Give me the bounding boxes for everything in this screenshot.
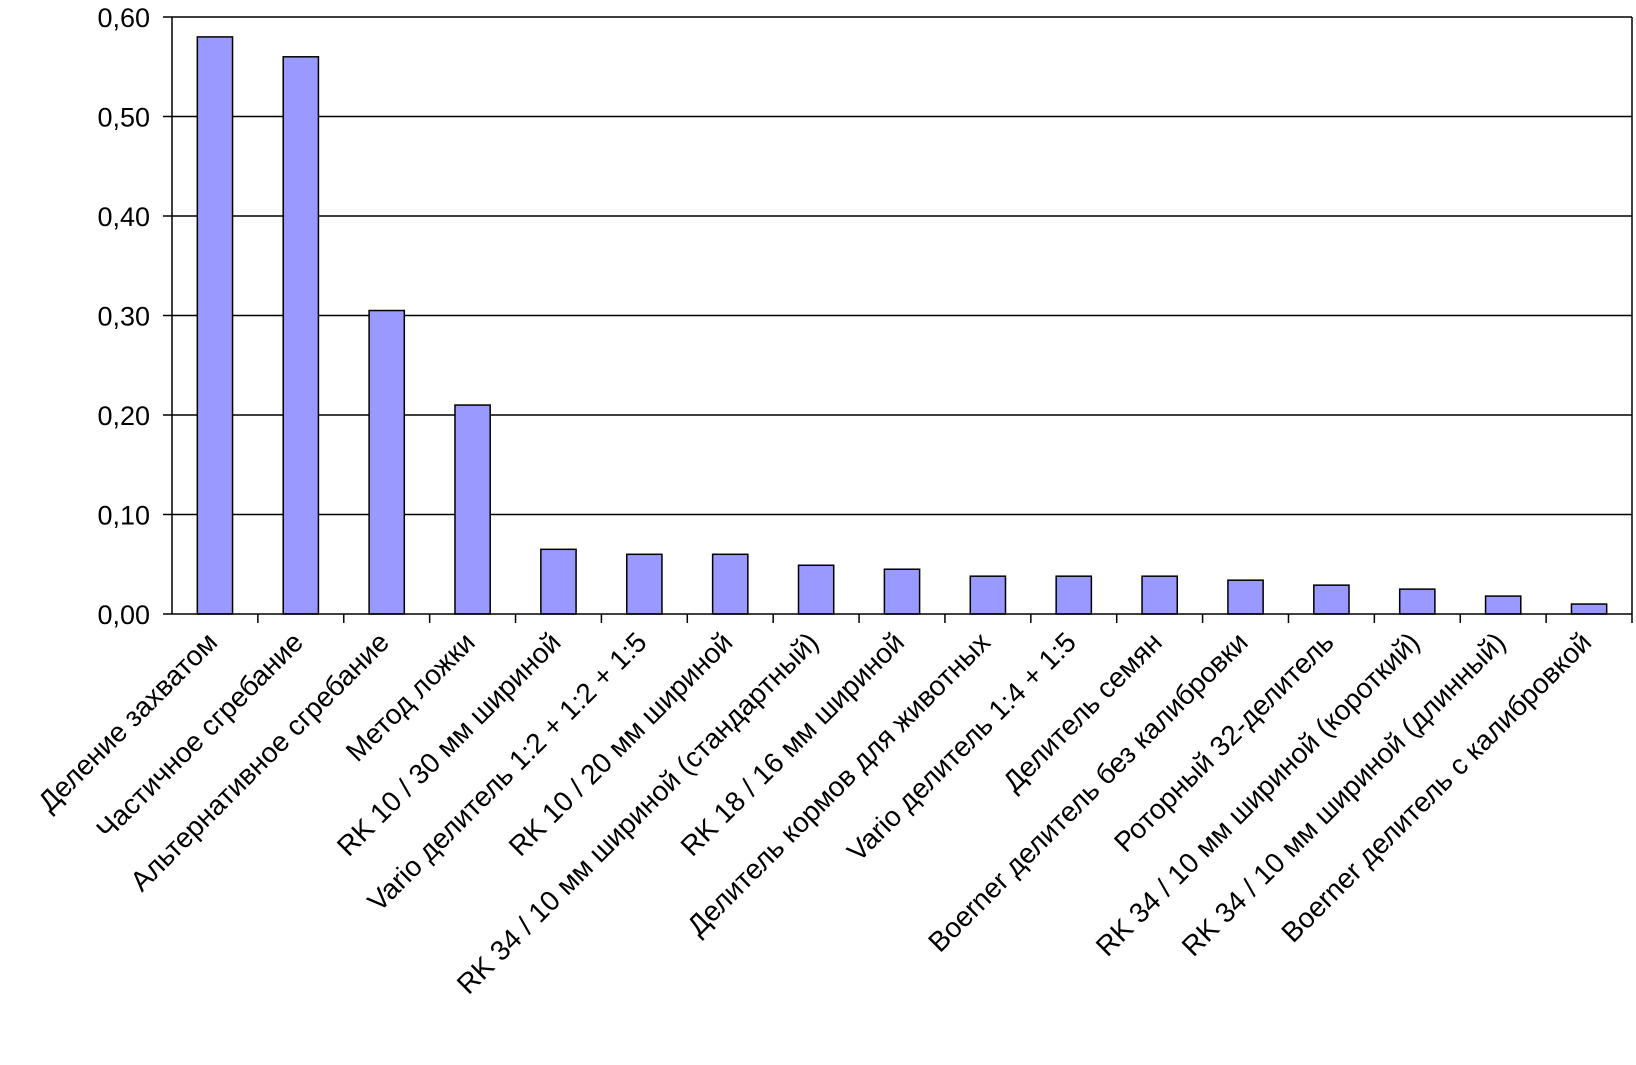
bar <box>625 553 663 615</box>
bar <box>368 309 406 615</box>
y-tick-label: 0,30 <box>97 302 150 332</box>
bar <box>196 36 234 615</box>
category-label: Делитель кормов для животных <box>681 626 996 941</box>
bar <box>969 575 1007 615</box>
category-label: RK 34 / 10 мм шириной (длинный) <box>1176 626 1512 962</box>
bar <box>1227 579 1264 615</box>
bar <box>454 404 491 615</box>
axes <box>163 16 1633 623</box>
y-tick-labels: 0,00 0,10 0,20 0,30 0,40 0,50 0,60 <box>97 3 150 630</box>
category-label: Делитель семян <box>997 626 1168 797</box>
bar <box>1484 595 1522 615</box>
y-tick-label: 0,00 <box>97 600 150 630</box>
bar <box>540 548 577 615</box>
y-tick-label: 0,10 <box>97 501 150 531</box>
bar <box>1570 603 1608 615</box>
gridlines <box>172 16 1632 516</box>
y-tick-label: 0,50 <box>97 103 150 133</box>
bar <box>282 56 320 615</box>
bar <box>883 568 921 615</box>
y-tick-label: 0,20 <box>97 401 150 431</box>
y-tick-label: 0,60 <box>97 3 150 33</box>
category-label: Boerner делитель с калибровкой <box>1275 626 1597 948</box>
bar <box>1141 575 1179 615</box>
bar <box>1398 588 1436 615</box>
bar <box>1313 584 1350 615</box>
bar <box>797 564 835 615</box>
bars <box>196 36 1608 615</box>
category-label: Boerner делитель без калибровки <box>922 626 1254 958</box>
y-tick-label: 0,40 <box>97 202 150 232</box>
bar <box>711 553 749 615</box>
category-label: RK 34 / 10 мм шириной (короткий) <box>1090 626 1426 962</box>
bar <box>1055 575 1093 615</box>
